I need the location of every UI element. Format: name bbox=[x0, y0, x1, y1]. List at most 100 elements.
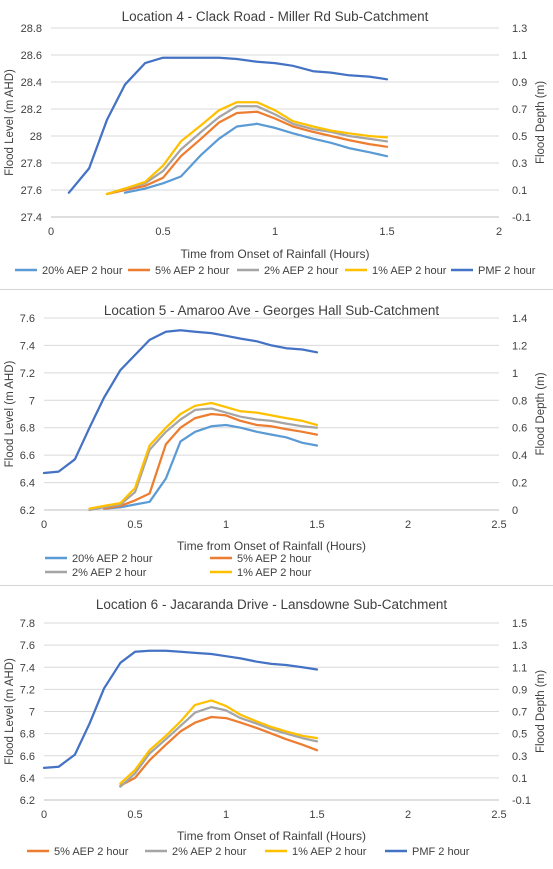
y2-tick-label: 0 bbox=[512, 505, 518, 517]
x-tick-label: 2.5 bbox=[491, 519, 506, 531]
series-line bbox=[102, 423, 319, 510]
x-tick-label: 1 bbox=[223, 519, 229, 531]
y2-tick-label: 0.7 bbox=[512, 104, 527, 116]
series-line bbox=[123, 122, 389, 194]
y2-tick-label: 0.2 bbox=[512, 478, 527, 490]
series-line bbox=[105, 105, 389, 196]
y-tick-label: 7 bbox=[29, 395, 35, 407]
y-tick-label: 28.6 bbox=[21, 50, 42, 62]
chart-divider bbox=[0, 289, 553, 290]
y2-tick-label: 1.5 bbox=[512, 618, 527, 630]
y-tick-label: 7.8 bbox=[20, 618, 35, 630]
x-tick-label: 2.5 bbox=[491, 809, 506, 821]
y2-tick-label: 0.9 bbox=[512, 684, 527, 696]
series-line bbox=[88, 407, 319, 512]
series-line bbox=[67, 56, 389, 194]
y2-tick-label: 0.8 bbox=[512, 395, 527, 407]
x-axis-title: Time from Onset of Rainfall (Hours) bbox=[177, 539, 366, 553]
x-tick-label: 0.5 bbox=[127, 519, 142, 531]
y-tick-label: 6.8 bbox=[20, 729, 35, 741]
y2-axis-title: Flood Depth (m) bbox=[535, 670, 547, 753]
x-tick-label: 0 bbox=[41, 519, 47, 531]
chart-location-5: Location 5 - Amaroo Ave - Georges Hall S… bbox=[4, 303, 547, 579]
chart-title: Location 5 - Amaroo Ave - Georges Hall S… bbox=[104, 303, 439, 318]
series-line bbox=[42, 329, 319, 475]
legend-label: 5% AEP 2 hour bbox=[155, 265, 230, 277]
y2-tick-label: 0.3 bbox=[512, 158, 527, 170]
legend-label: 20% AEP 2 hour bbox=[42, 265, 123, 277]
y-tick-label: 6.6 bbox=[20, 751, 35, 763]
y-tick-label: 7.4 bbox=[20, 662, 35, 674]
series-line bbox=[88, 401, 319, 510]
chart-title: Location 4 - Clack Road - Miller Rd Sub-… bbox=[122, 9, 429, 24]
series-line bbox=[105, 110, 389, 196]
y2-tick-label: 1.1 bbox=[512, 50, 527, 62]
y-axis-title: Flood Level (m AHD) bbox=[4, 69, 16, 176]
x-tick-label: 1.5 bbox=[379, 226, 394, 238]
y2-tick-label: 1.3 bbox=[512, 23, 527, 35]
x-tick-label: 2 bbox=[405, 809, 411, 821]
series-line bbox=[42, 649, 319, 770]
y-tick-label: 7.2 bbox=[20, 684, 35, 696]
y-tick-label: 7.6 bbox=[20, 640, 35, 652]
y-tick-label: 27.8 bbox=[21, 158, 42, 170]
y-tick-label: 6.4 bbox=[20, 773, 35, 785]
legend-label: 2% AEP 2 hour bbox=[72, 567, 147, 579]
y2-tick-label: 0.1 bbox=[512, 773, 527, 785]
y2-tick-label: 1.3 bbox=[512, 640, 527, 652]
legend-label: 2% AEP 2 hour bbox=[172, 846, 247, 858]
chart-location-6: Location 6 - Jacaranda Drive - Lansdowne… bbox=[4, 597, 547, 858]
chart-divider bbox=[0, 585, 553, 586]
y-tick-label: 27.6 bbox=[21, 185, 42, 197]
legend-label: 1% AEP 2 hour bbox=[237, 567, 312, 579]
legend-label: 1% AEP 2 hour bbox=[292, 846, 367, 858]
legend-label: 20% AEP 2 hour bbox=[72, 553, 153, 565]
y-tick-label: 6.6 bbox=[20, 450, 35, 462]
x-axis-title: Time from Onset of Rainfall (Hours) bbox=[177, 829, 366, 843]
y-axis-title: Flood Level (m AHD) bbox=[4, 360, 16, 467]
x-tick-label: 0.5 bbox=[155, 226, 170, 238]
chart-title: Location 6 - Jacaranda Drive - Lansdowne… bbox=[96, 597, 447, 612]
y2-tick-label: 1.1 bbox=[512, 662, 527, 674]
y-tick-label: 7.2 bbox=[20, 368, 35, 380]
y-tick-label: 6.2 bbox=[20, 795, 35, 807]
y-tick-label: 6.4 bbox=[20, 478, 35, 490]
series-line bbox=[119, 699, 319, 785]
y-tick-label: 6.8 bbox=[20, 423, 35, 435]
y-tick-label: 28.2 bbox=[21, 104, 42, 116]
legend-label: 2% AEP 2 hour bbox=[264, 265, 339, 277]
y2-tick-label: -0.1 bbox=[512, 795, 531, 807]
y-tick-label: 7.4 bbox=[20, 340, 35, 352]
chart-location-4: Location 4 - Clack Road - Miller Rd Sub-… bbox=[4, 9, 547, 277]
y2-tick-label: 1.4 bbox=[512, 313, 527, 325]
y-tick-label: 6.2 bbox=[20, 505, 35, 517]
y-tick-label: 28.8 bbox=[21, 23, 42, 35]
y2-tick-label: 0.9 bbox=[512, 77, 527, 89]
y2-tick-label: 0.1 bbox=[512, 185, 527, 197]
y2-tick-label: -0.1 bbox=[512, 212, 531, 224]
series-line bbox=[119, 715, 319, 787]
y2-tick-label: 0.7 bbox=[512, 707, 527, 719]
legend-label: 1% AEP 2 hour bbox=[372, 265, 447, 277]
y2-tick-label: 0.3 bbox=[512, 751, 527, 763]
x-tick-label: 2 bbox=[405, 519, 411, 531]
y-tick-label: 7.6 bbox=[20, 313, 35, 325]
x-tick-label: 1 bbox=[223, 809, 229, 821]
y-tick-label: 27.4 bbox=[21, 212, 42, 224]
x-axis-title: Time from Onset of Rainfall (Hours) bbox=[181, 247, 370, 261]
y2-tick-label: 0.5 bbox=[512, 131, 527, 143]
x-tick-label: 1 bbox=[272, 226, 278, 238]
y2-tick-label: 0.6 bbox=[512, 423, 527, 435]
legend-label: PMF 2 hour bbox=[478, 265, 536, 277]
y2-tick-label: 0.5 bbox=[512, 729, 527, 741]
legend-label: 5% AEP 2 hour bbox=[237, 553, 312, 565]
y2-axis-title: Flood Depth (m) bbox=[535, 81, 547, 164]
x-tick-label: 1.5 bbox=[309, 809, 324, 821]
y-axis-title: Flood Level (m AHD) bbox=[4, 658, 16, 765]
x-tick-label: 0 bbox=[41, 809, 47, 821]
series-line bbox=[119, 705, 319, 788]
x-tick-label: 2 bbox=[496, 226, 502, 238]
x-tick-label: 0 bbox=[48, 226, 54, 238]
series-line bbox=[102, 412, 319, 510]
y2-tick-label: 1.2 bbox=[512, 340, 527, 352]
